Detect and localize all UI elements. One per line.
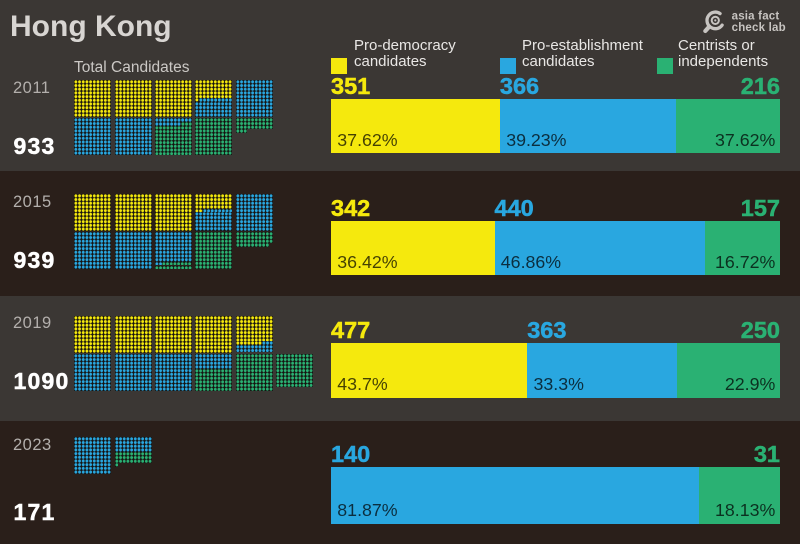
svg-text:check lab: check lab [732,22,786,34]
svg-text:asia fact: asia fact [732,10,780,22]
